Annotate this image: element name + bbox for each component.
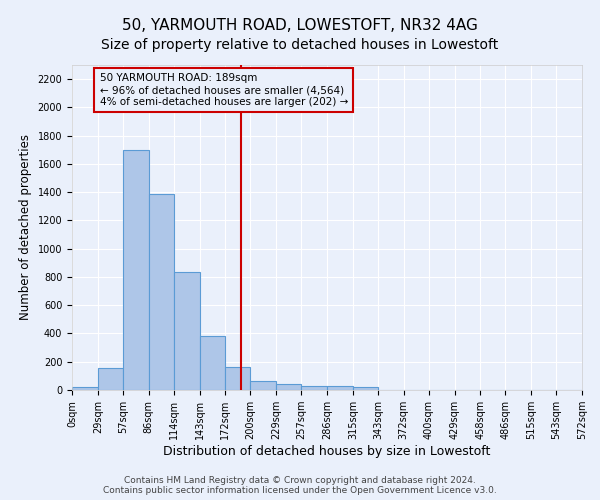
Bar (149, 194, 173, 390)
Bar (353, 388, 378, 390)
X-axis label: Distribution of detached houses by size in Lowestoft: Distribution of detached houses by size … (163, 445, 491, 458)
Bar (226, 368, 250, 390)
Bar (250, 381, 276, 390)
Y-axis label: Number of detached properties: Number of detached properties (19, 134, 32, 320)
Bar (327, 386, 353, 390)
Text: 50, YARMOUTH ROAD, LOWESTOFT, NR32 4AG: 50, YARMOUTH ROAD, LOWESTOFT, NR32 4AG (122, 18, 478, 32)
Bar (72, 387, 98, 390)
Bar (123, 150, 149, 390)
Bar (199, 336, 226, 390)
Text: Contains HM Land Registry data © Crown copyright and database right 2024.
Contai: Contains HM Land Registry data © Crown c… (103, 476, 497, 495)
Text: 50 YARMOUTH ROAD: 189sqm
← 96% of detached houses are smaller (4,564)
4% of semi: 50 YARMOUTH ROAD: 189sqm ← 96% of detach… (100, 74, 348, 106)
Bar (173, 272, 199, 390)
Bar (98, 368, 123, 390)
Bar (276, 384, 301, 390)
Text: Size of property relative to detached houses in Lowestoft: Size of property relative to detached ho… (101, 38, 499, 52)
Bar (301, 386, 327, 390)
